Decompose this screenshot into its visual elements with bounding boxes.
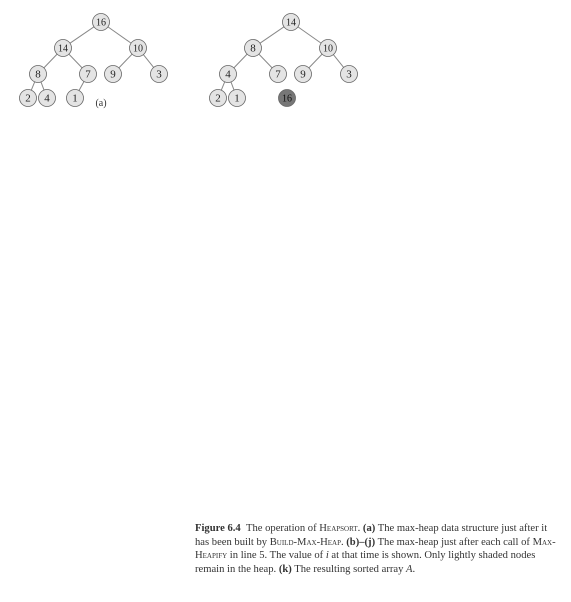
heap-node: [92, 13, 110, 31]
sorted-node: [278, 89, 296, 107]
node-value: 16: [282, 94, 292, 105]
heap-node: [38, 89, 56, 107]
heap-node: [129, 39, 147, 57]
tree-edge: [43, 53, 58, 69]
tree-edge: [332, 54, 345, 68]
tree-edge: [118, 53, 133, 69]
node-value: 8: [35, 69, 41, 81]
tree-edge: [69, 26, 95, 44]
build-max-heap-term: Build-Max-Heap: [269, 536, 341, 548]
node-value: 3: [156, 69, 162, 81]
node-value: 1: [72, 93, 78, 105]
heap-node: [340, 65, 358, 83]
tree-edge: [78, 81, 85, 91]
node-value: 8: [250, 43, 256, 55]
heap-node: [79, 65, 97, 83]
tree-edge: [107, 26, 132, 44]
node-value: 4: [225, 69, 231, 81]
heap-node: [294, 65, 312, 83]
node-value: 2: [215, 93, 221, 105]
tree-edge: [30, 81, 36, 91]
heap-node: [244, 39, 262, 57]
heap-node: [209, 89, 227, 107]
tree-edge: [230, 81, 235, 91]
node-value: 14: [58, 44, 68, 55]
heap-node: [29, 65, 47, 83]
node-value: 16: [96, 18, 106, 29]
max-heapify-term: Max-Heapify: [195, 536, 556, 562]
heap-node: [66, 89, 84, 107]
heap-node: [54, 39, 72, 57]
heap-node: [104, 65, 122, 83]
node-value: 3: [346, 69, 352, 81]
node-value: 2: [25, 93, 31, 105]
tree-edge: [258, 53, 273, 69]
panel-label: (a): [95, 98, 106, 109]
figure-caption: Figure 6.4 The operation of Heapsort. (a…: [195, 523, 556, 575]
heap-panel-a: 16 14 10 8 7 9 3 2 4 1 (a): [19, 13, 168, 109]
node-value: 10: [323, 44, 333, 55]
figure-number: Figure 6.4: [195, 523, 241, 534]
node-value: 14: [286, 18, 296, 29]
node-value: 1: [234, 93, 240, 105]
heap-node: [269, 65, 287, 83]
heap-node: [282, 13, 300, 31]
heapsort-term: Heapsort: [319, 523, 358, 534]
tree-edge: [259, 26, 285, 44]
tree-edge: [142, 54, 155, 68]
node-value: 9: [300, 69, 306, 81]
tree-edge: [297, 26, 322, 44]
heap-panel-b: 14 8 10 4 7 9 3 2 1 16: [209, 13, 358, 107]
node-value: 7: [275, 69, 281, 81]
heap-node: [150, 65, 168, 83]
tree-edge: [308, 53, 323, 69]
tree-edge: [220, 81, 226, 91]
node-value: 9: [110, 69, 116, 81]
node-value: 4: [44, 93, 50, 105]
tree-edge: [233, 53, 248, 69]
tree-edge: [40, 81, 45, 91]
node-value: 7: [85, 69, 91, 81]
heap-node: [228, 89, 246, 107]
heap-node: [319, 39, 337, 57]
tree-edge: [68, 53, 83, 69]
heap-node: [219, 65, 237, 83]
node-value: 10: [133, 44, 143, 55]
heap-node: [19, 89, 37, 107]
